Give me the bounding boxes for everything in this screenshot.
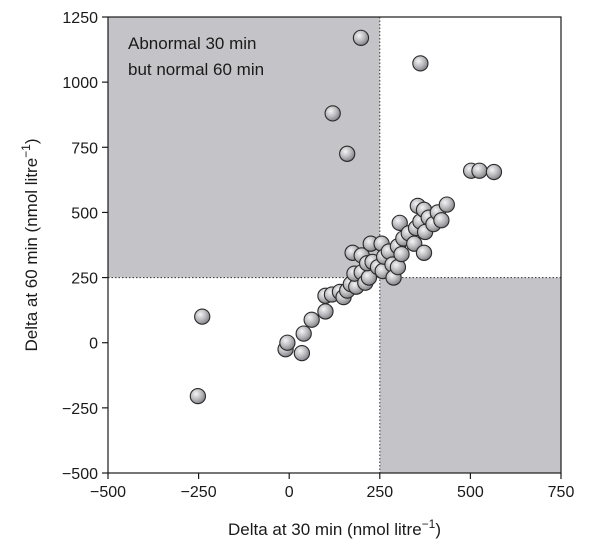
x-tick-label: 750 [548, 484, 575, 501]
x-tick-label: −500 [90, 484, 126, 501]
y-tick-label: 250 [71, 271, 98, 288]
y-tick-label: 1000 [62, 75, 98, 92]
data-point [391, 214, 408, 232]
y-axis-label-sup: −1 [19, 144, 33, 158]
data-point [438, 196, 455, 213]
x-axis-label-text: Delta at 30 min (nmol litre [228, 520, 422, 539]
y-axis-label-end: ) [22, 138, 41, 144]
annotation-line-1: Abnormal 30 min [128, 34, 257, 53]
data-point [339, 145, 356, 162]
y-tick-label: 1250 [62, 10, 98, 27]
data-point [295, 325, 312, 342]
data-point [279, 334, 296, 351]
data-point [471, 162, 488, 179]
x-tick-label: 0 [285, 484, 294, 501]
data-point [485, 163, 503, 181]
x-axis-label-end: ) [435, 520, 441, 539]
data-point [293, 344, 311, 362]
data-point [415, 244, 433, 261]
plot-frame [107, 16, 562, 474]
data-point [393, 245, 410, 263]
x-axis-label-sup: −1 [422, 517, 436, 531]
annotation-line-2: but normal 60 min [128, 60, 264, 79]
y-axis-label: Delta at 60 min (nmol litre−1) [19, 138, 41, 351]
y-tick-label: 0 [89, 336, 98, 353]
shaded-region-1 [108, 17, 380, 278]
y-axis-ticks: −500 −250 0 250 500 750 1000 1250 [62, 10, 108, 483]
data-point [433, 212, 450, 229]
shaded-regions [108, 17, 561, 473]
x-axis-ticks: −500 −250 0 250 500 750 [90, 473, 574, 501]
data-points [189, 29, 503, 405]
data-point [324, 105, 341, 122]
data-point [303, 311, 320, 328]
y-axis-label-text: Delta at 60 min (nmol litre [22, 158, 41, 352]
x-tick-label: 500 [457, 484, 484, 501]
data-point [352, 29, 370, 46]
x-tick-label: 250 [366, 484, 393, 501]
x-tick-label: −250 [181, 484, 217, 501]
y-tick-label: −500 [62, 466, 98, 483]
y-tick-label: 500 [71, 205, 98, 222]
data-point [189, 387, 207, 405]
data-point [412, 55, 429, 72]
data-point [194, 308, 211, 325]
y-tick-label: −250 [62, 401, 98, 418]
shaded-region-2 [379, 277, 561, 473]
data-point [317, 303, 334, 320]
x-axis-label: Delta at 30 min (nmol litre−1) [228, 517, 441, 539]
y-tick-label: 750 [71, 140, 98, 157]
